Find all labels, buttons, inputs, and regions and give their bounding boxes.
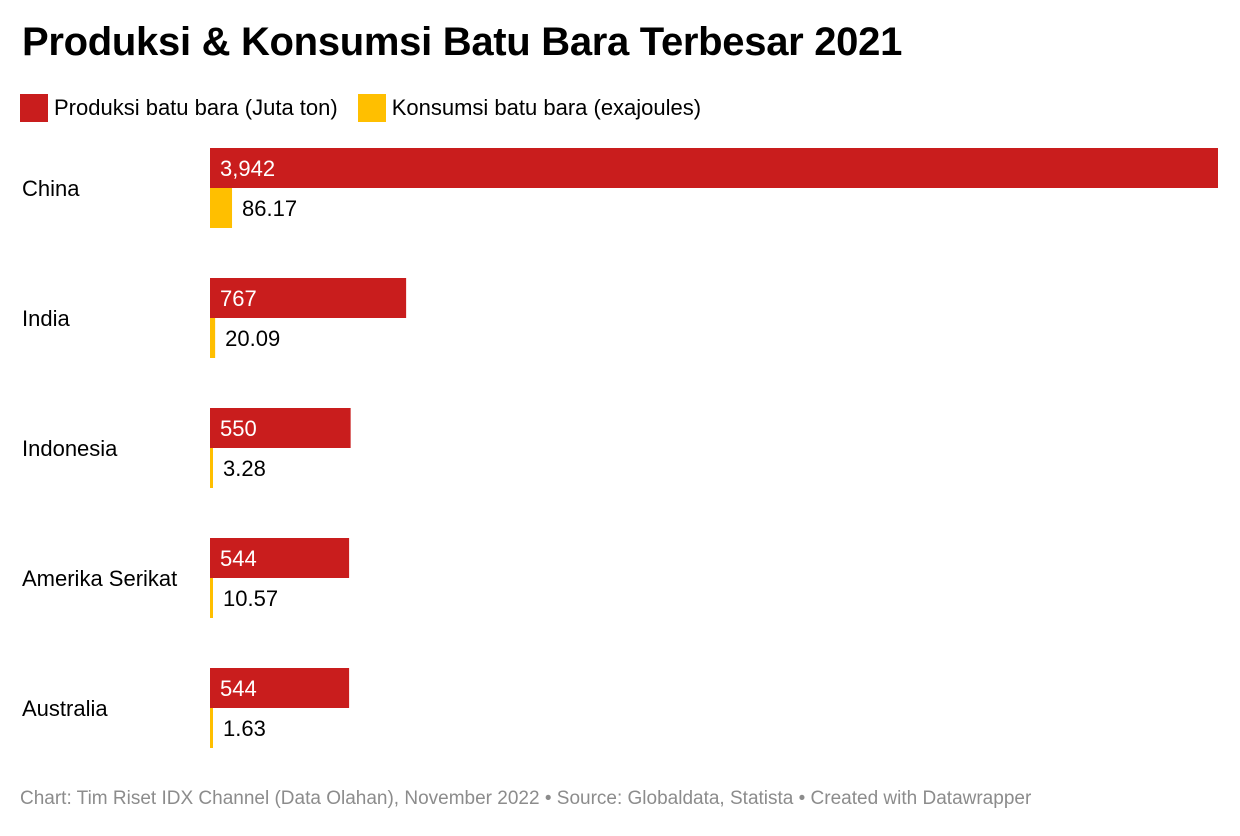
category-label-china: China: [22, 176, 80, 201]
chart-title: Produksi & Konsumsi Batu Bara Terbesar 2…: [22, 20, 903, 64]
bar-production-indonesia: [210, 408, 351, 448]
bar-consumption-india: [210, 318, 216, 358]
legend: Produksi batu bara (Juta ton) Konsumsi b…: [20, 92, 721, 124]
bar-production-australia: [210, 668, 350, 708]
data-label-production-china: 3,942: [220, 156, 275, 181]
bar-production-amerika-serikat: [210, 538, 350, 578]
chart-footer: Chart: Tim Riset IDX Channel (Data Olaha…: [20, 788, 1032, 809]
bar-consumption-amerika-serikat: [210, 578, 213, 618]
data-label-consumption-india: 20.09: [225, 326, 280, 351]
data-label-production-india: 767: [220, 286, 257, 311]
legend-item-production: Produksi batu bara (Juta ton): [20, 94, 338, 122]
bar-production-china: [210, 148, 1218, 188]
data-label-consumption-china: 86.17: [242, 196, 297, 221]
legend-swatch-production: [20, 94, 48, 122]
data-label-consumption-amerika-serikat: 10.57: [223, 586, 278, 611]
category-label-australia: Australia: [22, 696, 108, 721]
category-label-indonesia: Indonesia: [22, 436, 118, 461]
legend-swatch-consumption: [357, 94, 386, 122]
legend-item-consumption: Konsumsi batu bara (exajoules): [357, 94, 702, 122]
bar-consumption-indonesia: [210, 448, 213, 488]
bar-chart: China 3,942 86.17 India 767 20.09 Indonesia 550…: [22, 148, 1218, 748]
legend-label-production: Produksi batu bara (Juta ton): [54, 95, 338, 120]
data-label-consumption-australia: 1.63: [223, 716, 266, 741]
data-label-production-australia: 544: [220, 676, 257, 701]
category-label-india: India: [22, 306, 70, 331]
data-label-production-indonesia: 550: [220, 416, 257, 441]
bar-production-india: [210, 278, 407, 318]
legend-label-consumption: Konsumsi batu bara (exajoules): [391, 95, 702, 120]
data-label-consumption-indonesia: 3.28: [223, 456, 266, 481]
data-label-production-amerika-serikat: 544: [220, 546, 257, 571]
bar-consumption-china: [210, 188, 233, 228]
bar-consumption-australia: [210, 708, 213, 748]
category-label-amerika-serikat: Amerika Serikat: [22, 566, 177, 591]
